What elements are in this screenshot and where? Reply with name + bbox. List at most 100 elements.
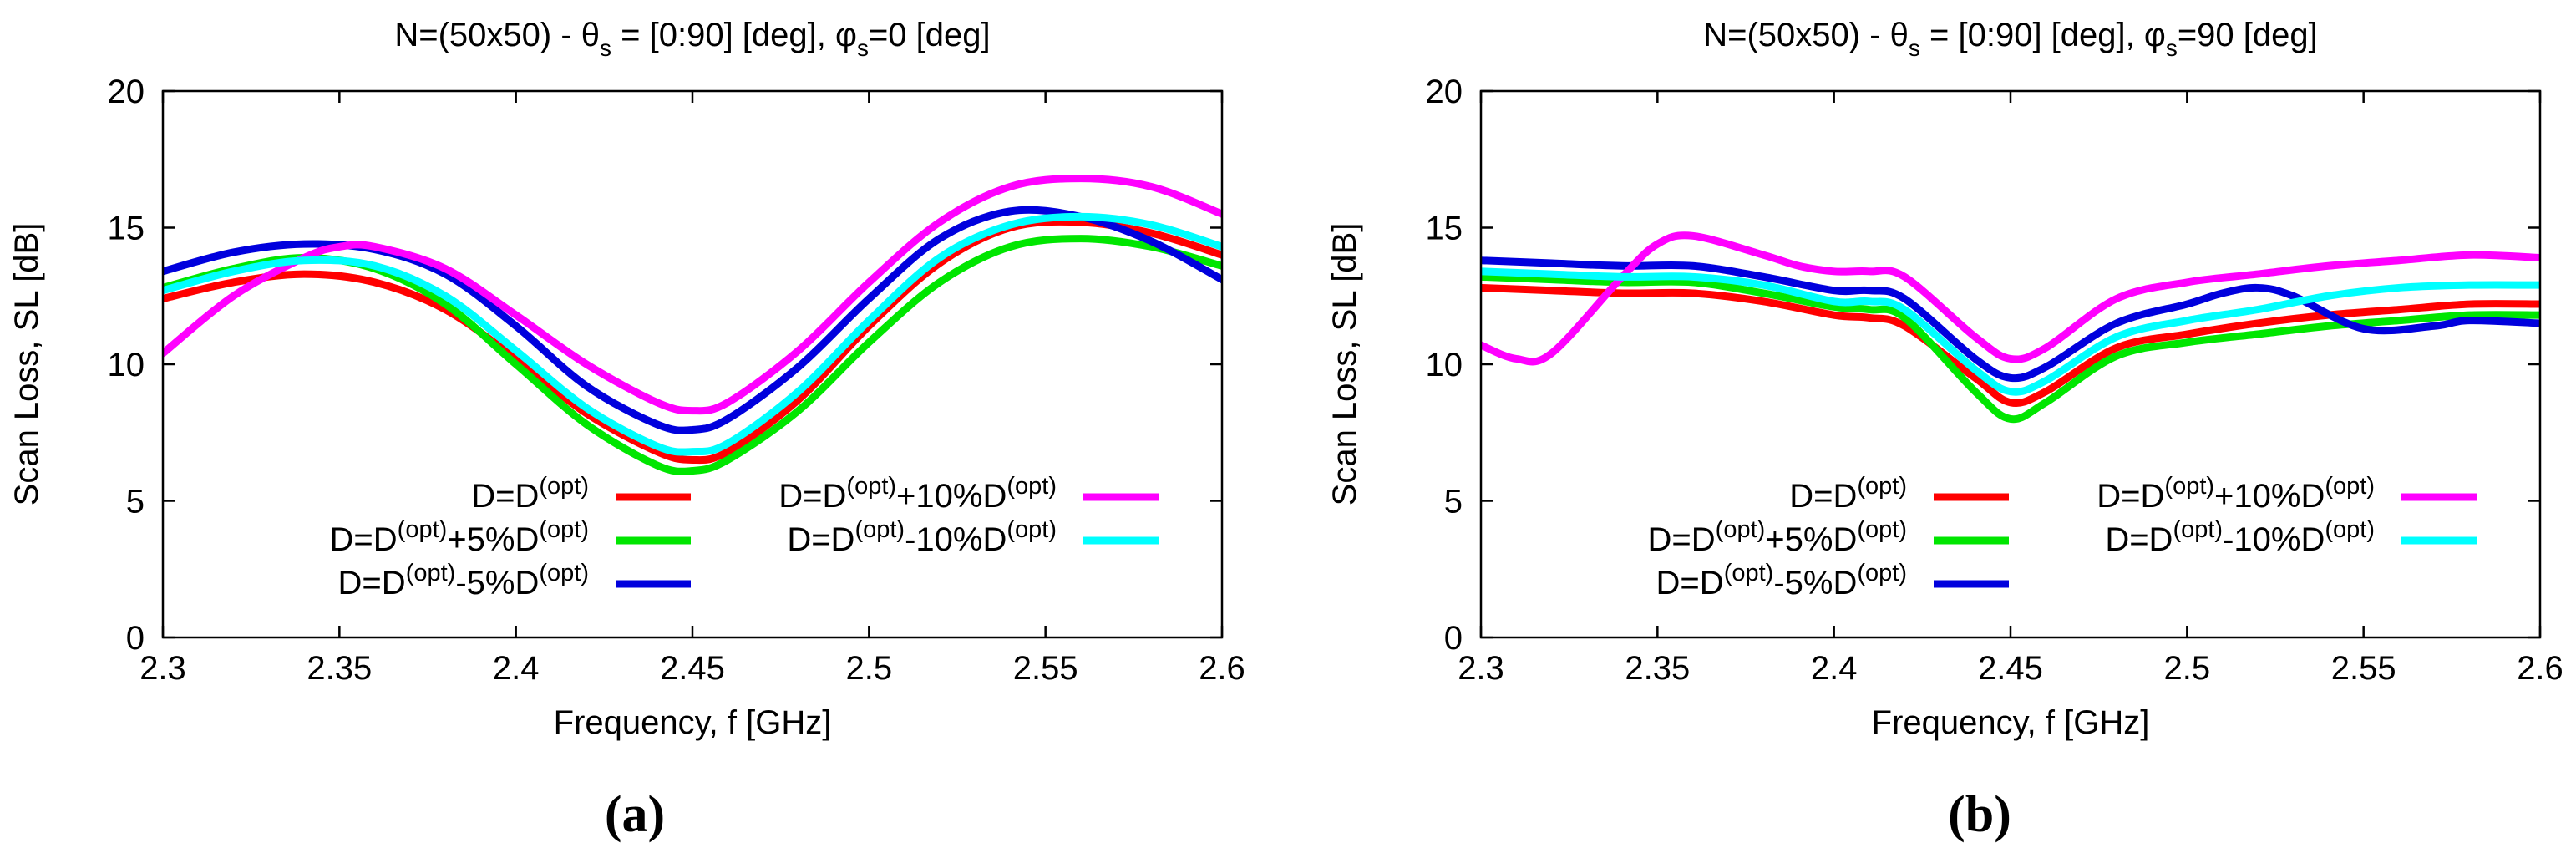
x-tick-label: 2.5	[846, 650, 893, 687]
legend-label-superscript: (opt)	[1716, 516, 1766, 543]
legend-label-part: D=D	[471, 478, 539, 515]
legend-label-part: +10%D	[896, 478, 1007, 515]
x-tick-label: 2.4	[493, 650, 540, 687]
title-subscript: s	[1909, 35, 1920, 61]
legend-label-superscript: (opt)	[2325, 516, 2375, 543]
legend-item: D=D(opt)-5%D(opt)	[338, 560, 691, 602]
title-part: =90 [deg]	[2178, 17, 2318, 53]
legend-item: D=D(opt)+5%D(opt)	[330, 516, 691, 558]
series-line-2	[1481, 272, 2540, 424]
legend-item: D=D(opt)+5%D(opt)	[1648, 516, 2009, 558]
chart-title: N=(50x50) - θs = [0:90] [deg], φs=90 [de…	[1703, 17, 2318, 61]
x-tick-label: 2.3	[139, 650, 186, 687]
legend-label-part: D=D	[778, 478, 846, 515]
y-tick-label: 15	[1426, 211, 1463, 247]
legend-label: D=D(opt)+10%D(opt)	[2097, 473, 2375, 515]
x-tick-label: 2.55	[1013, 650, 1078, 687]
legend-label-superscript: (opt)	[2173, 516, 2223, 543]
legend-label-superscript: (opt)	[1724, 560, 1774, 586]
title-part: =0 [deg]	[869, 17, 991, 53]
series-line-5	[1481, 267, 2540, 396]
legend-label-superscript: (opt)	[2164, 473, 2214, 500]
x-tick-label: 2.45	[660, 650, 725, 687]
legend-label-superscript: (opt)	[539, 516, 589, 543]
legend-item: D=D(opt)+10%D(opt)	[778, 473, 1159, 515]
y-tick-label: 0	[1444, 620, 1463, 657]
y-axis-label: Scan Loss, SL [dB]	[1326, 223, 1363, 506]
y-tick-label: 5	[1444, 484, 1463, 520]
legend-label: D=D(opt)-10%D(opt)	[787, 516, 1057, 558]
plot-frame	[1479, 89, 2542, 639]
x-tick-label: 2.5	[2164, 650, 2211, 687]
series-lines	[163, 175, 1222, 475]
chart-panel-a: N=(50x50) - θs = [0:90] [deg], φs=0 [deg…	[8, 17, 1245, 741]
legend-label-part: +5%D	[1765, 521, 1857, 558]
legend-label: D=D(opt)	[471, 473, 589, 515]
chart-panel-b: N=(50x50) - θs = [0:90] [deg], φs=90 [de…	[1326, 17, 2563, 741]
series-line-4	[163, 175, 1222, 415]
series-lines	[1481, 231, 2540, 424]
y-tick-label: 20	[108, 74, 145, 110]
y-tick-label: 15	[108, 211, 145, 247]
title-part: N=(50x50) - θ	[1703, 17, 1909, 53]
legend-label-part: D=D	[338, 565, 406, 602]
legend-label-part: D=D	[1648, 521, 1716, 558]
caption-a: (a)	[605, 786, 665, 843]
legend-label-part: D=D	[2105, 521, 2173, 558]
legend-item: D=D(opt)+10%D(opt)	[2097, 473, 2477, 515]
legend-label-part: -5%D	[1773, 565, 1857, 602]
y-tick-label: 10	[1426, 347, 1463, 383]
legend-item: D=D(opt)-5%D(opt)	[1656, 560, 2009, 602]
legend-label: D=D(opt)+10%D(opt)	[778, 473, 1057, 515]
legend-label: D=D(opt)-5%D(opt)	[338, 560, 589, 602]
series-line-4	[1481, 231, 2540, 366]
series-line-3	[163, 206, 1222, 434]
x-tick-label: 2.6	[1199, 650, 1245, 687]
y-axis-label: Scan Loss, SL [dB]	[8, 223, 45, 506]
series-line-1	[1481, 283, 2540, 407]
x-axis-label: Frequency, f [GHz]	[1872, 704, 2150, 741]
legend: D=D(opt)D=D(opt)+5%D(opt)D=D(opt)-5%D(op…	[1648, 473, 2477, 602]
x-tick-label: 2.4	[1811, 650, 1858, 687]
legend-label-part: +10%D	[2214, 478, 2325, 515]
legend-label-superscript: (opt)	[854, 516, 905, 543]
legend-label-superscript: (opt)	[1857, 560, 1907, 586]
legend-label-part: D=D	[1656, 565, 1724, 602]
x-tick-label: 2.3	[1458, 650, 1504, 687]
y-tick-label: 10	[108, 347, 145, 383]
title-part: N=(50x50) - θ	[394, 17, 600, 53]
legend-label-superscript: (opt)	[539, 473, 589, 500]
plot-frame	[161, 89, 1224, 639]
legend-label-part: -10%D	[905, 521, 1007, 558]
title-part: = [0:90] [deg], φ	[1920, 17, 2166, 53]
legend-label-superscript: (opt)	[1007, 473, 1057, 500]
series-line-3	[1481, 256, 2540, 383]
legend-label: D=D(opt)-10%D(opt)	[2105, 516, 2375, 558]
legend: D=D(opt)D=D(opt)+5%D(opt)D=D(opt)-5%D(op…	[330, 473, 1159, 602]
legend-label-superscript: (opt)	[406, 560, 456, 586]
legend-item: D=D(opt)	[1789, 473, 2009, 515]
legend-label-part: D=D	[787, 521, 854, 558]
x-tick-label: 2.35	[1625, 650, 1690, 687]
legend-label-superscript: (opt)	[2325, 473, 2375, 500]
caption-b: (b)	[1948, 786, 2011, 843]
title-subscript: s	[600, 35, 611, 61]
legend-item: D=D(opt)-10%D(opt)	[2105, 516, 2477, 558]
legend-label-superscript: (opt)	[1007, 516, 1057, 543]
legend-label-part: D=D	[2097, 478, 2164, 515]
chart-title: N=(50x50) - θs = [0:90] [deg], φs=0 [deg…	[394, 17, 990, 61]
legend-item: D=D(opt)	[471, 473, 691, 515]
title-subscript: s	[857, 35, 869, 61]
legend-label-part: D=D	[330, 521, 398, 558]
legend-label-part: -5%D	[455, 565, 539, 602]
legend-label-superscript: (opt)	[1857, 473, 1907, 500]
legend-label-superscript: (opt)	[846, 473, 896, 500]
x-tick-label: 2.35	[307, 650, 372, 687]
legend-label: D=D(opt)+5%D(opt)	[330, 516, 589, 558]
legend-label: D=D(opt)+5%D(opt)	[1648, 516, 1907, 558]
legend-label-part: -10%D	[2223, 521, 2325, 558]
y-tick-label: 0	[126, 620, 145, 657]
title-subscript: s	[2166, 35, 2178, 61]
